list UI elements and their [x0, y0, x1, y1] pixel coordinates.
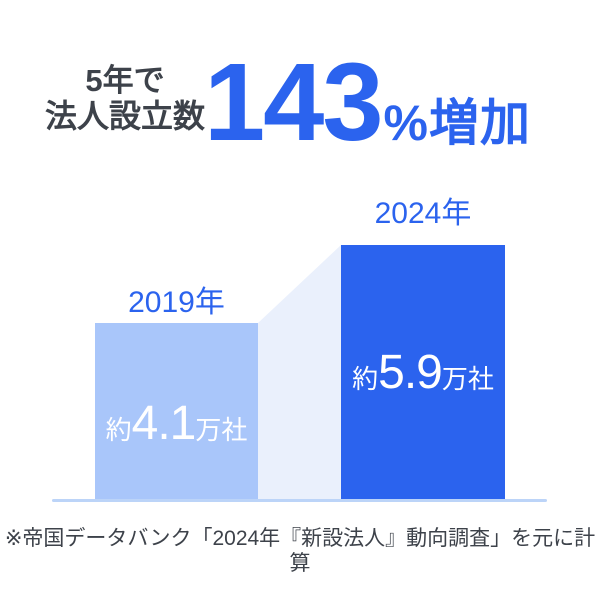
headline-line2: 法人設立数	[45, 98, 206, 134]
bar-value-2019: 約4.1万社	[95, 400, 258, 448]
headline-line1: 5年で	[85, 63, 165, 98]
bar-value-2024-prefix: 約	[352, 364, 379, 394]
headline-percent-suffix: %増加	[383, 95, 531, 151]
baseline-axis	[52, 499, 547, 502]
bar-value-2024-number: 5.9	[378, 346, 443, 399]
headline-percent: 143 %増加	[204, 48, 531, 158]
growth-connector-shape	[258, 245, 341, 501]
bar-2024	[341, 245, 505, 501]
bar-value-2019-suffix: 万社	[195, 415, 248, 445]
bar-value-2019-prefix: 約	[105, 415, 132, 445]
bar-label-2019: 2019年	[128, 286, 225, 319]
headline-prefix: 5年で 法人設立数	[45, 63, 206, 135]
bar-value-2019-number: 4.1	[131, 397, 197, 450]
bar-2019	[95, 323, 258, 501]
bar-label-2024: 2024年	[374, 197, 472, 230]
bar-value-2024: 約5.9万社	[341, 349, 505, 397]
bar-value-2024-suffix: 万社	[441, 364, 494, 394]
source-note: ※帝国データバンク「2024年『新設法人』動向調査」を元に計算	[4, 527, 596, 576]
headline-percent-value: 143	[204, 41, 384, 164]
